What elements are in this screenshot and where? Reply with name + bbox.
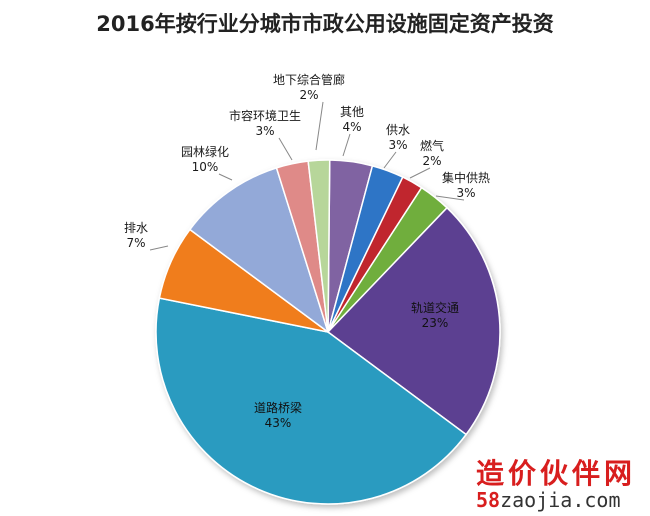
leader-line-2 — [383, 151, 397, 169]
leader-line-8 — [218, 173, 233, 181]
slice-name-label-2: 供水 — [386, 123, 410, 137]
pie-slice-6 — [155, 297, 468, 505]
watermark-brand: 造价伙伴网 — [476, 457, 637, 490]
slice-percent-label-4: 3% — [456, 186, 475, 200]
slice-name-label-1: 其他 — [340, 105, 364, 119]
leader-line-7 — [149, 245, 169, 251]
watermark-domain: zaojia.com — [500, 488, 621, 512]
leader-line-10 — [315, 101, 324, 151]
slice-name-label-6: 道路桥梁 — [254, 400, 302, 415]
slice-name-label-4: 集中供热 — [442, 170, 490, 185]
pie-slice-5 — [326, 206, 501, 436]
slice-percent-label-10: 2% — [299, 88, 318, 102]
slice-percent-label-9: 3% — [255, 124, 274, 138]
slice-percent-label-6: 43% — [265, 416, 292, 430]
slice-name-label-9: 市容环境卫生 — [229, 108, 301, 123]
slice-name-label-3: 燃气 — [420, 138, 444, 153]
pie-slice-8 — [188, 166, 330, 334]
leader-line-1 — [342, 133, 351, 157]
watermark-num: 58 — [476, 488, 501, 512]
slice-name-label-7: 排水 — [124, 221, 148, 235]
slice-name-label-10: 地下综合管廊 — [273, 72, 345, 87]
watermark-url: 58zaojia.com — [476, 488, 646, 512]
chart-title: 2016年按行业分城市市政公用设施固定资产投资 — [96, 12, 554, 36]
slice-percent-label-7: 7% — [126, 236, 145, 250]
slice-percent-label-5: 23% — [422, 316, 449, 330]
leader-line-4 — [435, 195, 465, 201]
pie-slices — [155, 159, 501, 505]
pie-slice-10 — [307, 159, 331, 333]
slice-name-label-8: 园林绿化 — [181, 144, 229, 159]
slice-percent-label-3: 2% — [422, 154, 441, 168]
slice-percent-label-2: 3% — [388, 138, 407, 152]
leader-line-9 — [278, 137, 293, 161]
slice-percent-label-1: 4% — [342, 120, 361, 134]
slice-percent-label-8: 10% — [192, 160, 219, 174]
slice-name-label-5: 轨道交通 — [411, 300, 459, 315]
leader-line-3 — [409, 167, 431, 179]
